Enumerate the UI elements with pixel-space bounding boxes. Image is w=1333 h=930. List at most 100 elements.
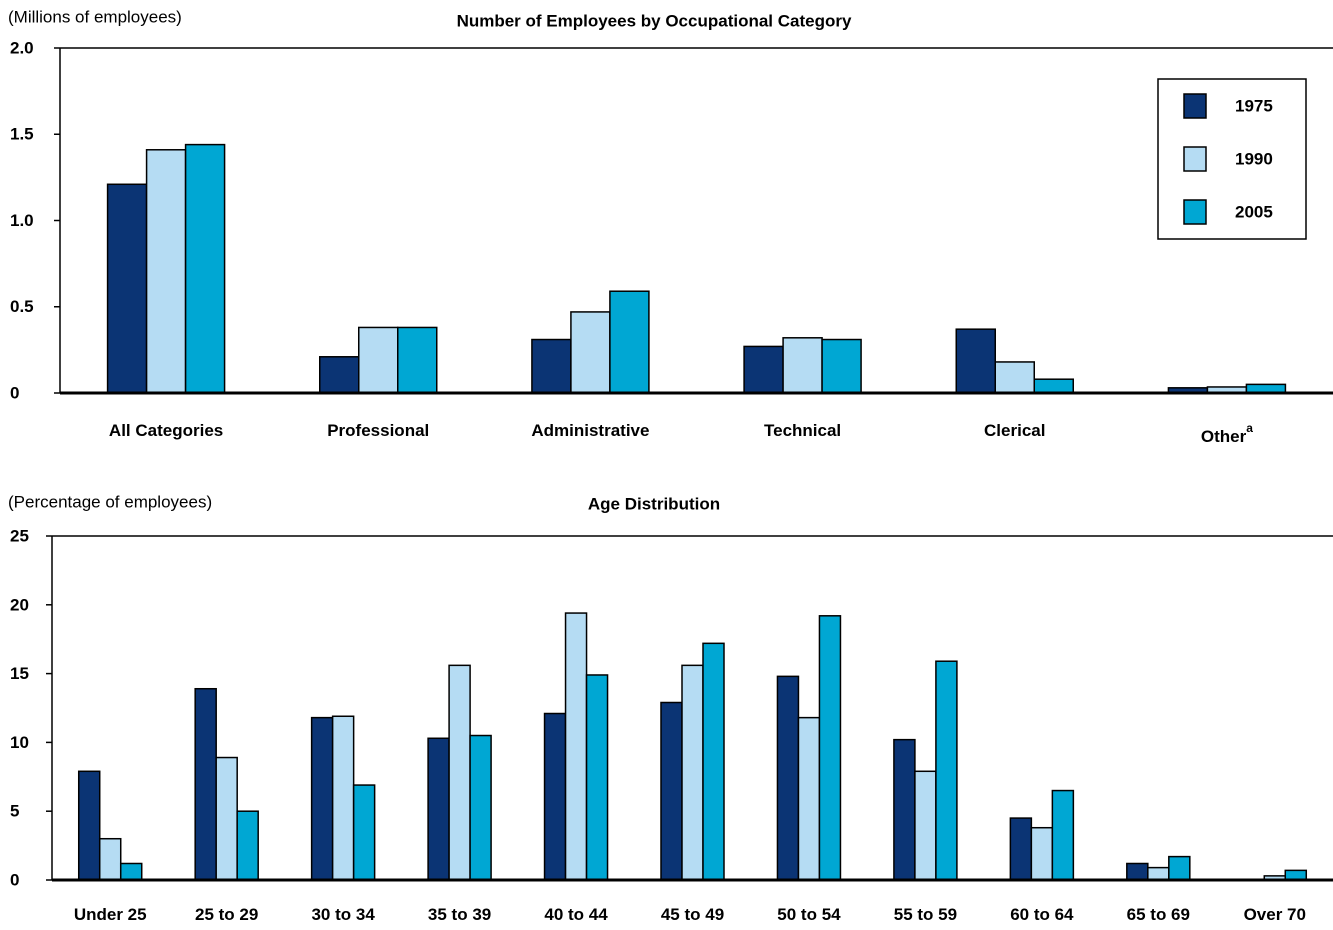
category-name: 45 to 49 [661, 905, 724, 924]
bar [358, 326, 399, 394]
bar [397, 326, 438, 394]
bar [893, 738, 916, 881]
x-tick-label: All Categories [109, 421, 223, 440]
x-tick-label: Over 70 [1244, 905, 1306, 924]
x-tick-label: Under 25 [74, 905, 147, 924]
category-name: Professional [327, 421, 429, 440]
bar [1126, 862, 1149, 881]
bar [1168, 855, 1191, 881]
legend-swatch [1183, 146, 1207, 172]
y-tick-label: 1.0 [10, 211, 34, 230]
category-name: 35 to 39 [428, 905, 491, 924]
bar [797, 716, 821, 881]
x-tick-label: 50 to 54 [777, 905, 841, 924]
y-tick-label: 0 [10, 383, 19, 402]
y-tick-label: 0 [10, 870, 19, 889]
category-name: Technical [764, 421, 841, 440]
bar [531, 338, 572, 394]
x-tick-label: 25 to 29 [195, 905, 258, 924]
x-tick-label: 55 to 59 [894, 905, 957, 924]
bar [331, 715, 355, 881]
y-axis-label: (Percentage of employees) [8, 492, 212, 511]
bar [955, 328, 996, 394]
x-tick-label: 30 to 34 [311, 905, 375, 924]
footnote-mark: a [1246, 421, 1253, 435]
y-axis-label: (Millions of employees) [8, 7, 182, 26]
legend-label: 1975 [1235, 96, 1273, 115]
bar [469, 734, 492, 881]
y-tick-label: 5 [10, 802, 19, 821]
bar [543, 712, 567, 881]
bar [782, 337, 823, 394]
bar [1051, 789, 1075, 881]
x-tick-label: Professional [327, 421, 429, 440]
category-name: Clerical [984, 421, 1045, 440]
y-tick-label: 2.0 [10, 38, 34, 57]
bar [681, 664, 704, 881]
y-tick-label: 25 [10, 526, 29, 545]
bar [352, 784, 376, 881]
bar [119, 862, 143, 881]
x-tick-label: 40 to 44 [544, 905, 608, 924]
x-tick-label: Clerical [984, 421, 1045, 440]
category-name: Under 25 [74, 905, 147, 924]
category-name: 55 to 59 [894, 905, 957, 924]
category-name: 65 to 69 [1127, 905, 1190, 924]
chart-title: Number of Employees by Occupational Cate… [457, 11, 852, 30]
bar [236, 810, 259, 881]
bar [994, 361, 1035, 394]
y-tick-label: 20 [10, 595, 29, 614]
category-name: 50 to 54 [777, 905, 841, 924]
category-name: 40 to 44 [544, 905, 608, 924]
bar [215, 756, 238, 881]
bar [427, 737, 450, 881]
bar [776, 675, 800, 881]
bar [145, 149, 187, 394]
category-name: 25 to 29 [195, 905, 258, 924]
bar [310, 716, 334, 881]
y-tick-label: 15 [10, 664, 29, 683]
bar [609, 290, 650, 394]
bar [98, 837, 122, 881]
bar [106, 183, 148, 394]
x-tick-label: 60 to 64 [1010, 905, 1074, 924]
bar [448, 664, 471, 881]
bar [319, 356, 360, 394]
bar [743, 345, 784, 394]
bar [935, 660, 958, 881]
bar [818, 615, 842, 881]
bar [660, 701, 683, 881]
legend-swatch [1183, 199, 1207, 225]
legend-label: 1990 [1235, 149, 1273, 168]
category-name: Over 70 [1244, 905, 1306, 924]
legend-box [1157, 78, 1307, 240]
bar [1030, 826, 1054, 881]
y-tick-label: 1.5 [10, 125, 34, 144]
bar [914, 770, 937, 881]
bar [184, 143, 226, 394]
legend-label: 2005 [1235, 202, 1273, 221]
y-tick-label: 10 [10, 733, 29, 752]
category-name: All Categories [109, 421, 223, 440]
bar [821, 338, 862, 394]
bar [1009, 817, 1033, 881]
bar [702, 642, 725, 881]
category-name: 30 to 34 [311, 905, 375, 924]
x-tick-label: 65 to 69 [1127, 905, 1190, 924]
y-tick-label: 0.5 [10, 297, 34, 316]
x-tick-label: Administrative [531, 421, 649, 440]
bar [564, 612, 588, 881]
x-tick-label: 45 to 49 [661, 905, 724, 924]
x-tick-label: Technical [764, 421, 841, 440]
bar [570, 311, 611, 394]
bar [585, 674, 609, 881]
bar [1033, 378, 1074, 394]
bar [1147, 866, 1170, 881]
x-tick-label: 35 to 39 [428, 905, 491, 924]
category-name: 60 to 64 [1010, 905, 1074, 924]
category-name: Other [1201, 427, 1247, 446]
category-name: Administrative [531, 421, 649, 440]
legend-swatch [1183, 93, 1207, 119]
chart-title: Age Distribution [588, 494, 720, 513]
